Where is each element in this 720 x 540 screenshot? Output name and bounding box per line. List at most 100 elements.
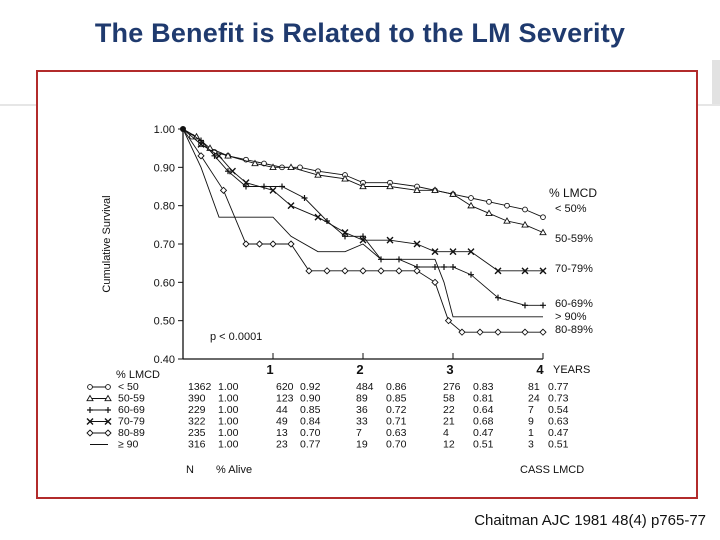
data-point xyxy=(467,201,475,209)
series-end-label: 50-59% xyxy=(555,233,593,245)
data-point xyxy=(521,220,529,228)
table-cell: 1 xyxy=(528,427,534,439)
y-tick-label: 0.70 xyxy=(154,239,175,251)
table-cell: 0.85 xyxy=(300,404,321,416)
table-cell: 0.51 xyxy=(548,439,569,451)
table-cell: 1362 xyxy=(188,381,212,393)
data-point xyxy=(104,418,112,425)
table-cell: 0.85 xyxy=(386,393,407,405)
data-point xyxy=(431,186,439,193)
table-row: ≥ 90 316 1.00 23 0.77 19 0.70 12 0.51 3 0.51 xyxy=(90,439,569,451)
y-tick-label: 0.60 xyxy=(154,277,175,289)
labels-group: % LMCD < 50% 50-59% 70-79% 60-69%> 90%80-89% xyxy=(549,186,597,336)
table-cell: 0.83 xyxy=(473,381,494,393)
table-cell: 1.00 xyxy=(218,404,239,416)
data-point xyxy=(449,190,457,197)
data-point xyxy=(261,183,267,190)
row-group-label: ≥ 90 xyxy=(118,439,139,451)
table-cell: 7 xyxy=(356,427,362,439)
data-point xyxy=(219,186,228,194)
table-cell: 0.54 xyxy=(548,404,569,416)
table-cell: 0.47 xyxy=(473,427,494,439)
data-point xyxy=(87,407,93,413)
row-group-label: 50-59 xyxy=(118,393,145,405)
series-group xyxy=(180,126,547,336)
table-row: 50-59 390 1.00 123 0.90 89 0.85 58 0.81 24 0.73 xyxy=(86,393,569,405)
data-point xyxy=(314,171,322,178)
table-row: 80-89 235 1.00 13 0.70 7 0.63 4 0.47 1 0.47 xyxy=(86,427,569,439)
table-cell: 0.51 xyxy=(473,439,494,451)
data-point xyxy=(105,384,111,390)
data-point xyxy=(324,218,330,224)
data-point xyxy=(413,240,421,248)
data-point xyxy=(341,174,349,182)
data-point xyxy=(104,429,112,437)
axes-group: 1.00 0.90 0.80 0.70 0.60 0.50 0.40 1 2 3 4 Cumulati… xyxy=(101,124,590,377)
data-point xyxy=(468,195,474,201)
series-5 xyxy=(182,128,543,318)
table-cell: 0.77 xyxy=(548,381,569,393)
data-point xyxy=(495,294,501,301)
data-point xyxy=(86,429,94,437)
series-end-label: 70-79% xyxy=(555,263,593,275)
table-footer-n: N xyxy=(186,464,194,476)
data-point xyxy=(432,264,438,270)
table-cell: 0.68 xyxy=(473,416,494,428)
y-tick-label: 0.50 xyxy=(154,316,175,328)
data-point xyxy=(458,328,466,336)
series-line xyxy=(182,128,543,318)
legend-title: % LMCD xyxy=(549,186,597,200)
table-header: % LMCD xyxy=(116,369,160,381)
data-point xyxy=(395,267,403,275)
data-point xyxy=(86,394,94,402)
data-point xyxy=(287,240,295,248)
table-cell: 21 xyxy=(443,416,455,428)
data-point xyxy=(287,202,295,210)
table-cell: 49 xyxy=(276,416,288,428)
row-group-label: < 50 xyxy=(118,381,139,393)
data-point xyxy=(486,198,492,205)
data-point xyxy=(503,217,511,224)
table-cell: 235 xyxy=(188,427,206,439)
table-cell: 58 xyxy=(443,393,455,405)
table-cell: 1.00 xyxy=(218,393,239,405)
x-axis-label: YEARS xyxy=(553,364,590,376)
data-point xyxy=(105,407,111,413)
y-tick-label: 0.80 xyxy=(154,201,175,213)
table-cell: 620 xyxy=(276,381,294,393)
x-tick-label: 1 xyxy=(266,362,273,377)
data-point xyxy=(386,182,394,190)
data-point xyxy=(269,163,277,170)
data-point xyxy=(386,236,394,244)
data-point xyxy=(314,213,322,221)
data-point xyxy=(539,228,547,236)
data-point xyxy=(197,152,205,160)
data-point xyxy=(494,328,502,336)
data-point xyxy=(198,137,204,144)
data-point xyxy=(467,248,475,256)
table-cell: 0.86 xyxy=(386,381,407,393)
table-cell: 0.47 xyxy=(548,427,569,439)
table-cell: 0.81 xyxy=(473,393,494,405)
table-cell: 276 xyxy=(443,381,461,393)
data-point xyxy=(86,418,94,425)
data-point xyxy=(431,278,439,286)
table-row: < 50 1362 1.00 620 0.92 484 0.86 276 0.83 81 0.77 xyxy=(87,381,569,393)
table-cell: 89 xyxy=(356,393,368,405)
x-tick-label: 2 xyxy=(356,362,363,377)
series-end-label: > 90% xyxy=(555,311,587,323)
data-point xyxy=(539,267,547,275)
data-point xyxy=(441,264,447,270)
data-point xyxy=(377,267,385,275)
table-cell: 23 xyxy=(276,439,288,451)
data-point xyxy=(413,267,421,275)
data-point xyxy=(269,240,277,248)
data-point xyxy=(323,267,331,275)
table-cell: 0.63 xyxy=(386,427,407,439)
table-cell: 0.92 xyxy=(300,381,321,393)
table-cell: 19 xyxy=(356,439,368,451)
data-point xyxy=(413,186,421,193)
table-cell: 0.77 xyxy=(300,439,321,451)
data-point xyxy=(255,240,264,248)
table-cell: 1.00 xyxy=(218,427,239,439)
